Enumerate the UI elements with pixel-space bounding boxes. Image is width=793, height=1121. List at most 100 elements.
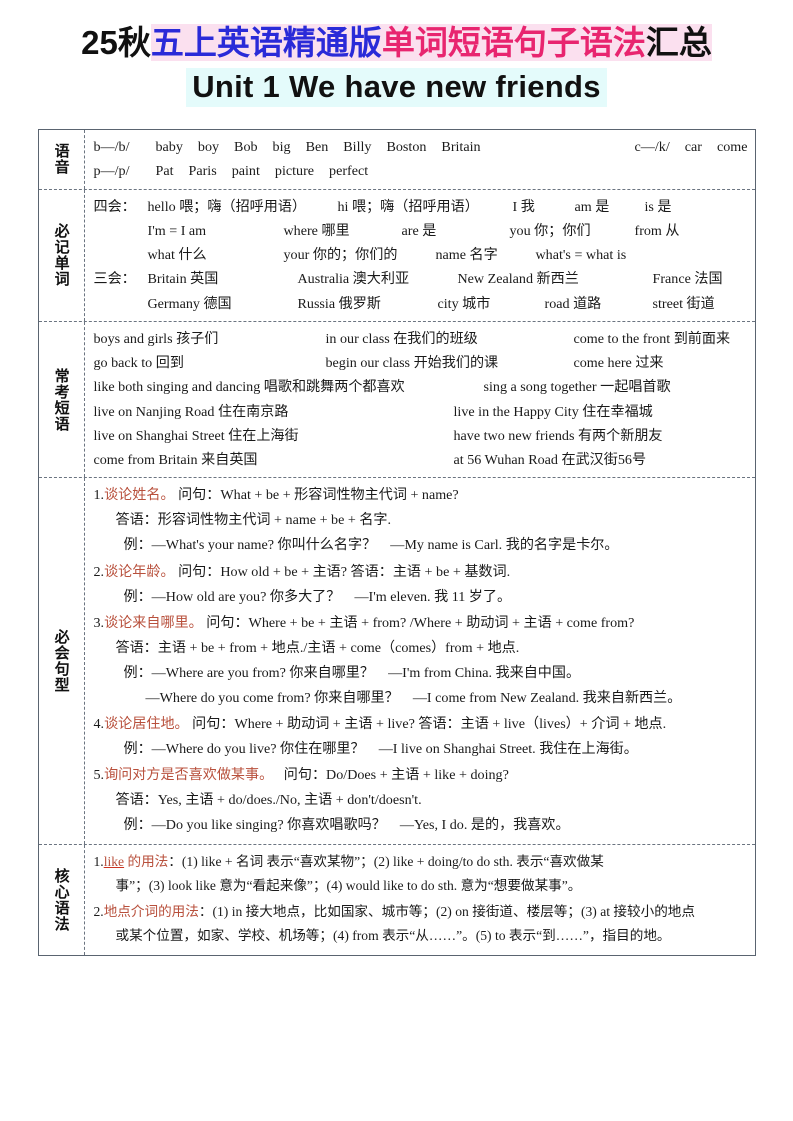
phonics-word: Boston (386, 139, 427, 156)
row-body-phrases: boys and girls 孩子们 in our class 在我们的班级 c… (85, 322, 755, 477)
phonics-key: b—/b/ (93, 139, 130, 156)
row-label-patterns-text: 必会句型 (52, 629, 71, 694)
pattern-item: 4.谈论居住地。 问句：Where + 助动词 + 主语 + live? 答语：… (94, 712, 748, 762)
phonics-word: picture (274, 163, 315, 180)
phonics-line: p—/p/ Pat Paris paint picture perfect (94, 159, 748, 183)
words-group-lead-three: 三会： (93, 271, 136, 288)
grammar-keyword: 地点介词的用法 (104, 904, 199, 919)
phonics-word: boy (197, 139, 220, 156)
phrase-entry: at 56 Wuhan Road 在武汉街56号 (453, 452, 647, 469)
summary-table: 语音 b—/b/ baby boy Bob big Ben Billy Boston Brit… (37, 129, 756, 957)
title-block: 25秋五上英语精通版单词短语句子语法汇总 Unit 1 We have new … (0, 0, 793, 108)
phonics-word: big (272, 139, 291, 156)
word-entry: Australia 澳大利亚 (297, 271, 410, 288)
pattern-number: 3. (93, 614, 105, 631)
phonics-word: Bob (234, 139, 258, 156)
grammar-line: 事”；(3) look like 意为“看起来像”；(4) would like… (115, 878, 582, 894)
words-line: I'm = I am where 哪里 are 是 you 你；你们 from … (94, 219, 748, 243)
phrase-line: come from Britain 来自英国 at 56 Wuhan Road … (94, 448, 748, 472)
phonics-word: Ben (305, 139, 329, 156)
words-line: what 什么 your 你的；你们的 name 名字 what's = wha… (94, 243, 748, 267)
grammar-line: 2.地点介词的用法：(1) in 接大地点，比如国家、城市等；(2) on 接街… (94, 900, 748, 924)
phonics-word: come (716, 139, 748, 156)
pattern-item: 1.谈论姓名。 问句：What + be + 形容词性物主代词 + name? … (94, 483, 748, 558)
row-label-patterns: 必会句型 (39, 478, 85, 845)
word-entry: France 法国 (652, 271, 723, 288)
grammar-number: 1. (93, 854, 104, 870)
table-row-phonics: 语音 b—/b/ baby boy Bob big Ben Billy Boston Brit… (38, 130, 755, 190)
pattern-head: 3.谈论来自哪里。 问句：Where + be + 主语 + from? /Wh… (94, 611, 748, 636)
words-group-lead-four: 四会： (93, 198, 136, 215)
phrase-entry: like both singing and dancing 唱歌和跳舞两个都喜欢 (93, 379, 405, 396)
phrase-entry: in our class 在我们的班级 (325, 330, 478, 347)
word-entry: road 道路 (544, 295, 602, 312)
grammar-text: ：(1) in 接大地点，比如国家、城市等；(2) on 接街道、楼层等；(3)… (198, 904, 695, 920)
row-body-phonics: b—/b/ baby boy Bob big Ben Billy Boston Britain… (85, 130, 755, 188)
pattern-item: 5.询问对方是否喜欢做某事。 问句：Do/Does + 主语 + like + … (94, 763, 748, 838)
pattern-question: 问句：How old + be + 主语? 答语：主语 + be + 基数词. (178, 563, 511, 580)
pattern-question: 问句：What + be + 形容词性物主代词 + name? (178, 487, 459, 504)
words-line: Germany 德国 Russia 俄罗斯 city 城市 road 道路 st… (94, 292, 748, 316)
word-entry: hello 喂；嗨（招呼用语） (147, 198, 307, 215)
grammar-topic-rest: 的用法 (124, 854, 169, 870)
phrase-line: live on Nanjing Road 住在南京路 live in the H… (94, 400, 748, 424)
grammar-text: ：(1) like + 名词 表示“喜欢某物”；(2) like + doing… (168, 854, 604, 870)
row-label-phrases: 常考短语 (39, 321, 85, 478)
row-body-patterns: 1.谈论姓名。 问句：What + be + 形容词性物主代词 + name? … (85, 478, 755, 844)
pattern-topic: 谈论年龄。 (104, 563, 175, 580)
pattern-example: 例：—Do you like singing? 你喜欢唱歌吗？ —Yes, I … (123, 817, 570, 834)
grammar-number: 2. (93, 904, 104, 920)
phonics-words: baby boy Bob big Ben Billy Boston Britain (156, 135, 496, 159)
word-entry: city 城市 (437, 295, 491, 312)
phrase-entry: come here 过来 (573, 355, 664, 372)
grammar-item: 2.地点介词的用法：(1) in 接大地点，比如国家、城市等；(2) on 接街… (94, 900, 748, 948)
pattern-number: 4. (93, 715, 105, 732)
word-entry: Germany 德国 (147, 295, 232, 312)
grammar-keyword-underline: like (103, 854, 125, 870)
word-entry: I'm = I am (147, 222, 207, 239)
pattern-head: 1.谈论姓名。 问句：What + be + 形容词性物主代词 + name? (94, 483, 748, 508)
word-entry: your 你的；你们的 (283, 247, 398, 264)
word-entry: hi 喂；嗨（招呼用语） (337, 198, 479, 215)
phrase-entry: sing a song together 一起唱首歌 (483, 379, 671, 396)
title-part-textbook: 五上英语精通版 (150, 24, 382, 61)
word-entry: am 是 (574, 198, 610, 215)
pattern-example: 例：—What's your name? 你叫什么名字？ —My name is… (123, 537, 619, 554)
pattern-head: 4.谈论居住地。 问句：Where + 助动词 + 主语 + live? 答语：… (94, 712, 748, 737)
pattern-topic: 谈论姓名。 (104, 487, 175, 504)
pattern-answer: 答语：主语 + be + from + 地点./主语 + come（comes）… (115, 639, 520, 656)
phrase-entry: boys and girls 孩子们 (93, 330, 219, 347)
pattern-item: 3.谈论来自哪里。 问句：Where + be + 主语 + from? /Wh… (94, 611, 748, 711)
word-entry: are 是 (401, 222, 437, 239)
row-label-words-text: 必记单词 (52, 223, 71, 288)
row-label-grammar-text: 核心语法 (52, 868, 71, 933)
word-entry: name 名字 (435, 247, 498, 264)
title-part-summary: 汇总 (645, 24, 712, 61)
phrase-entry: live on Nanjing Road 住在南京路 (93, 403, 289, 420)
pattern-question: 问句：Where + 助动词 + 主语 + live? 答语：主语 + live… (192, 715, 667, 732)
phrase-line: boys and girls 孩子们 in our class 在我们的班级 c… (94, 327, 748, 351)
words-line: 三会： Britain 英国 Australia 澳大利亚 New Zealan… (94, 267, 748, 291)
row-body-words: 四会： hello 喂；嗨（招呼用语） hi 喂；嗨（招呼用语） I 我 am … (85, 190, 755, 321)
pattern-item: 2.谈论年龄。 问句：How old + be + 主语? 答语：主语 + be… (94, 560, 748, 610)
phrase-entry: have two new friends 有两个新朋友 (453, 427, 663, 444)
word-entry: what 什么 (147, 247, 207, 264)
phrase-entry: come to the front 到前面来 (573, 330, 731, 347)
phrase-entry: begin our class 开始我们的课 (325, 355, 499, 372)
phonics-word: car (684, 139, 702, 156)
table-row-phrases: 常考短语 boys and girls 孩子们 in our class 在我们… (38, 321, 755, 479)
pattern-question: 问句：Where + be + 主语 + from? /Where + 助动词 … (206, 614, 635, 631)
pattern-answer: 答语：Yes, 主语 + do/does./No, 主语 + don't/doe… (115, 792, 422, 809)
phonics-key: p—/p/ (93, 163, 130, 180)
pattern-question: 问句：Do/Does + 主语 + like + doing? (283, 767, 509, 784)
row-label-phonics-text: 语音 (52, 143, 71, 176)
phrase-line: like both singing and dancing 唱歌和跳舞两个都喜欢… (94, 375, 748, 399)
phonics-word: Britain (441, 139, 481, 156)
pattern-number: 1. (93, 487, 105, 504)
phonics-word: paint (231, 163, 260, 180)
row-label-grammar: 核心语法 (39, 845, 85, 956)
phonics-key-2: c—/k/ (634, 139, 670, 156)
pattern-answer: 答语：形容词性物主代词 + name + be + 名字. (115, 512, 392, 529)
grammar-keyword: like 的用法 (104, 854, 169, 869)
